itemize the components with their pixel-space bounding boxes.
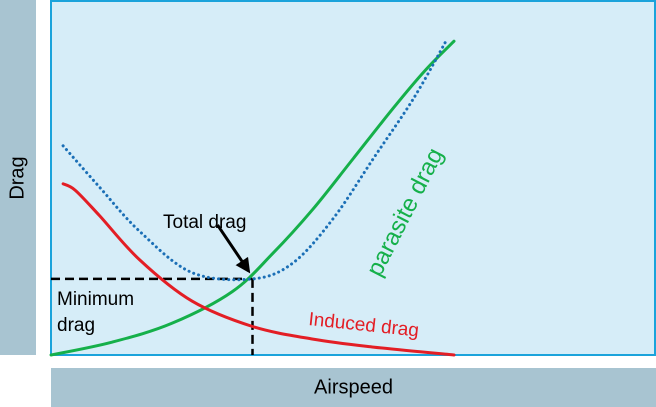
plot-area [50, 0, 656, 356]
x-axis-label-bar: Airspeed [51, 368, 656, 407]
minimum-drag-guides [51, 277, 254, 355]
series-layer [49, 39, 456, 357]
drag-chart: Total drag Minimum drag parasite drag In… [49, 0, 656, 357]
minimum-drag-label-line2: drag [57, 315, 95, 336]
y-axis-label-bar: Drag [0, 0, 36, 355]
series-line-total-drag [61, 39, 448, 282]
series-line-induced-drag [61, 182, 456, 357]
series-line-parasite-drag [49, 39, 456, 357]
minimum-drag-label-line1: Minimum [57, 289, 134, 310]
x-axis-label: Airspeed [314, 376, 393, 398]
total-drag-label: Total drag [163, 212, 246, 233]
total-drag-arrow [216, 224, 251, 274]
